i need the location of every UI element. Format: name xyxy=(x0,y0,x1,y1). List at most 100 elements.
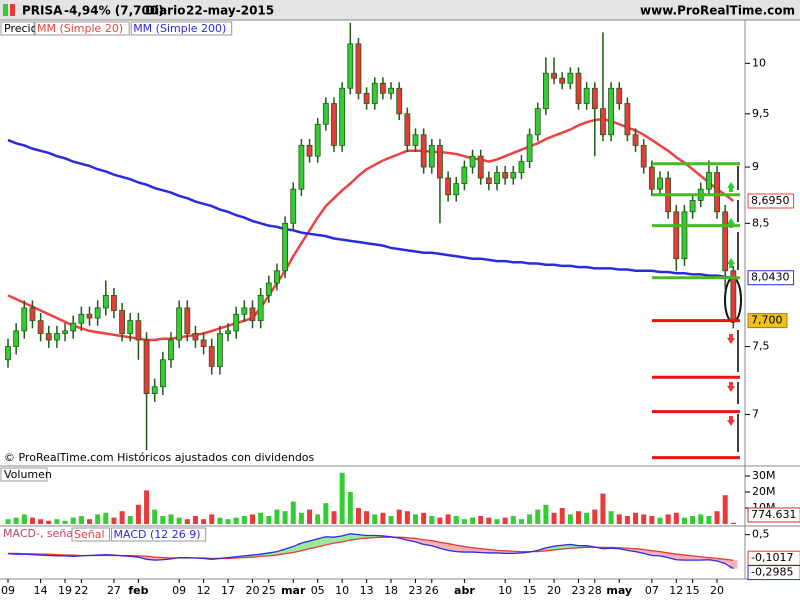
candle-body xyxy=(208,346,215,367)
candle-body xyxy=(518,161,525,173)
macd-fill xyxy=(509,551,518,554)
volume-bar xyxy=(681,517,687,524)
candle-body xyxy=(420,134,427,168)
candle-body xyxy=(534,108,541,136)
volume-bar xyxy=(584,512,590,524)
candle-body xyxy=(722,211,729,272)
volume-bar xyxy=(21,514,27,524)
candle-body xyxy=(322,103,329,125)
volume-bar xyxy=(494,519,500,524)
macd-fill xyxy=(281,549,290,554)
candle-body xyxy=(265,282,272,296)
macd-fill xyxy=(558,545,567,550)
ticker: PRISA xyxy=(22,4,63,18)
candle-body xyxy=(428,145,435,168)
candle-body xyxy=(306,145,313,157)
volume-bar xyxy=(347,492,353,524)
macd-fill xyxy=(460,546,469,553)
volume-bar xyxy=(62,520,68,524)
x-tick-label: 23 xyxy=(409,584,423,597)
candle-body xyxy=(102,294,109,309)
candle-body xyxy=(363,92,370,104)
macd-fill xyxy=(158,557,167,560)
legend-label: MACD (12 26 9) xyxy=(114,528,201,541)
macd-fill xyxy=(142,556,151,560)
candle-body xyxy=(233,313,240,332)
candle-body xyxy=(551,72,557,79)
x-tick-label: 28 xyxy=(588,584,602,597)
volume-bar xyxy=(608,511,614,524)
legend-box xyxy=(34,21,130,36)
candle-body xyxy=(648,166,655,190)
x-tick-label: 20 xyxy=(246,584,260,597)
macd-fill xyxy=(427,540,436,546)
volume-bar xyxy=(13,517,19,524)
macd-fill xyxy=(704,557,713,560)
macd-line xyxy=(8,536,734,561)
candle-body xyxy=(119,310,125,334)
volume-bar xyxy=(470,517,476,524)
macd-fill xyxy=(476,548,485,553)
candle-body xyxy=(624,103,631,136)
volume-bar xyxy=(518,519,524,524)
volume-bar xyxy=(29,517,35,524)
candle-body xyxy=(5,346,11,361)
x-tick-label: abr xyxy=(454,584,475,597)
candle-body xyxy=(45,333,52,341)
candle-body xyxy=(371,82,378,104)
macd-fill xyxy=(549,546,559,550)
candle-body xyxy=(192,333,199,341)
x-tick-label: 09 xyxy=(172,584,186,597)
candle-body xyxy=(673,211,680,260)
volume-bar xyxy=(396,509,402,524)
footer: © ProRealTime.com Históricos ajustados c… xyxy=(4,451,315,464)
pane-title-box xyxy=(0,467,48,482)
macd-fill xyxy=(305,541,314,549)
candle-body xyxy=(510,172,517,179)
macd-fill xyxy=(574,545,583,548)
legend-label: Señal xyxy=(74,528,105,541)
x-tick-label: 10 xyxy=(335,584,349,597)
candle-body xyxy=(200,339,207,347)
volume-bar xyxy=(510,516,516,524)
candle-body xyxy=(632,134,639,146)
legend-box xyxy=(0,21,35,36)
candle-body xyxy=(135,320,142,341)
volume-bar xyxy=(665,514,671,524)
legend-label: MM (Simple 200) xyxy=(133,22,226,35)
candle-body xyxy=(461,166,468,185)
volume-bar xyxy=(600,493,606,524)
volume-bar xyxy=(331,511,337,524)
x-tick-label: 10 xyxy=(498,584,512,597)
x-tick-label: mar xyxy=(281,584,306,597)
volume-bar xyxy=(461,519,467,524)
volume-bar xyxy=(282,511,288,524)
x-tick-label: 05 xyxy=(311,584,325,597)
candle-body xyxy=(657,177,663,190)
macd-fill xyxy=(256,554,265,557)
volume-bar xyxy=(445,514,451,524)
macd-fill xyxy=(688,555,697,561)
ma20-last-label: 8,6950 xyxy=(751,194,790,207)
volume-bar xyxy=(551,512,557,524)
candle-body xyxy=(331,103,337,146)
y-tick-label: 0,5 xyxy=(752,528,770,541)
x-tick-label: 15 xyxy=(523,584,537,597)
candle-body xyxy=(86,313,93,319)
x-tick-label: 09 xyxy=(1,584,15,597)
ma200-last-label: 8,0430 xyxy=(751,271,790,284)
macd-fill xyxy=(321,536,330,545)
candle-body xyxy=(600,108,606,136)
candle-body xyxy=(575,72,582,104)
candle-body xyxy=(355,43,362,94)
candle-body xyxy=(184,307,191,334)
volume-bar xyxy=(225,519,231,524)
x-tick-label: 22 xyxy=(74,584,88,597)
x-tick-label: 07 xyxy=(645,584,659,597)
signal-last-label: -0,1017 xyxy=(751,551,793,564)
close-last-label-box xyxy=(747,313,788,329)
candle-body xyxy=(469,155,476,168)
candle-body xyxy=(62,330,68,334)
ma200-last-label-box xyxy=(747,270,795,286)
candle-body xyxy=(379,82,386,94)
